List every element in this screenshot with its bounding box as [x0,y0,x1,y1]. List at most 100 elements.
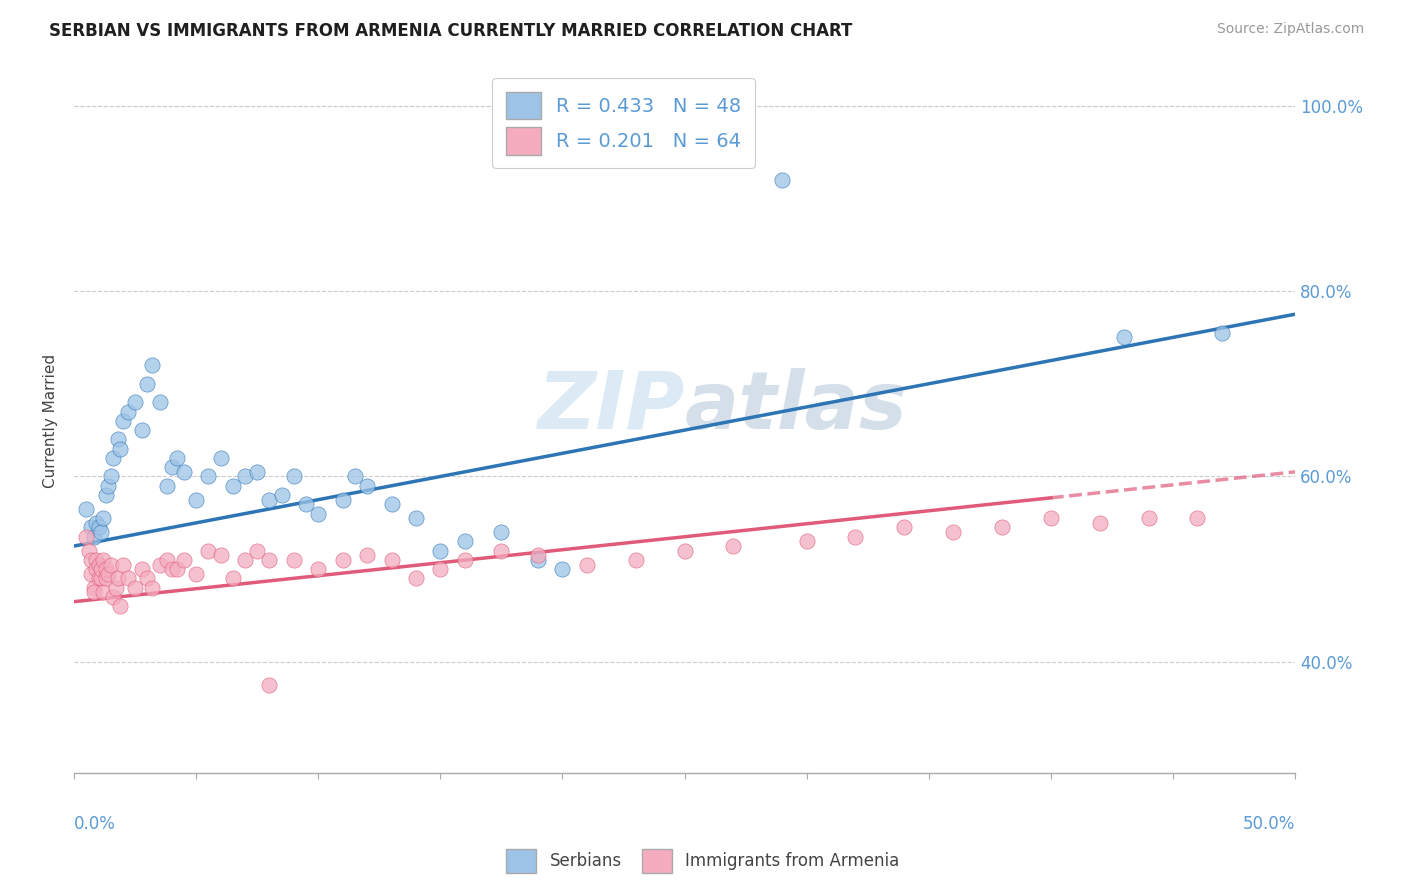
Point [148,395,170,409]
Point [173,553,195,567]
Point [90,572,112,586]
Text: SERBIAN VS IMMIGRANTS FROM ARMENIA CURRENTLY MARRIED CORRELATION CHART: SERBIAN VS IMMIGRANTS FROM ARMENIA CURRE… [49,22,852,40]
Point [893,520,915,534]
Point [93,511,115,525]
Point [84,553,107,567]
Point [166,450,188,465]
Point [160,562,183,576]
Point [104,581,127,595]
Point [197,469,219,483]
Point [84,516,107,530]
Point [80,553,103,567]
Point [100,558,122,572]
Point [551,562,574,576]
Point [222,479,245,493]
Point [186,492,208,507]
Point [124,581,146,595]
Point [844,530,866,544]
Point [270,488,292,502]
Point [136,376,159,391]
Point [173,465,195,479]
Point [83,581,105,595]
Point [246,543,269,558]
Point [356,549,378,563]
Point [233,469,256,483]
Point [93,585,115,599]
Point [131,562,153,576]
Point [380,497,402,511]
Point [307,507,329,521]
Point [1039,511,1062,525]
Point [723,539,745,553]
Point [673,543,696,558]
Text: atlas: atlas [685,368,907,446]
Point [148,558,170,572]
Point [295,497,318,511]
Point [1088,516,1111,530]
Point [527,549,550,563]
Point [527,553,550,567]
Point [111,414,134,428]
Point [166,562,188,576]
Point [1211,326,1233,340]
Point [332,553,354,567]
Point [259,678,281,692]
Point [80,566,103,581]
Point [454,553,477,567]
Point [94,488,117,502]
Point [110,599,132,614]
Point [80,520,103,534]
Text: 50.0%: 50.0% [1243,815,1295,833]
Point [429,562,451,576]
Point [90,562,112,576]
Point [93,553,115,567]
Point [141,358,163,372]
Point [1137,511,1160,525]
Point [83,530,105,544]
Point [246,465,269,479]
Legend: Serbians, Immigrants from Armenia: Serbians, Immigrants from Armenia [499,842,907,880]
Point [160,460,183,475]
Point [90,525,112,540]
Text: ZIP: ZIP [537,368,685,446]
Point [84,562,107,576]
Text: Source: ZipAtlas.com: Source: ZipAtlas.com [1216,22,1364,37]
Point [75,502,97,516]
Point [454,534,477,549]
Point [283,469,305,483]
Point [87,520,110,534]
Point [942,525,965,540]
Point [307,562,329,576]
Point [991,520,1014,534]
Point [107,572,129,586]
Point [380,553,402,567]
Point [94,572,117,586]
Point [110,442,132,456]
Point [83,585,105,599]
Point [405,511,427,525]
Legend: R = 0.433   N = 48, R = 0.201   N = 64: R = 0.433 N = 48, R = 0.201 N = 64 [492,78,755,169]
Point [356,479,378,493]
Point [233,553,256,567]
Y-axis label: Currently Married: Currently Married [44,354,58,488]
Point [111,558,134,572]
Point [101,450,124,465]
Point [141,581,163,595]
Point [209,549,232,563]
Point [186,566,208,581]
Point [94,562,117,576]
Point [624,553,647,567]
Point [405,572,427,586]
Point [77,543,100,558]
Point [156,553,179,567]
Point [575,558,598,572]
Point [332,492,354,507]
Point [87,572,110,586]
Point [97,566,120,581]
Point [117,572,139,586]
Point [491,543,513,558]
Point [107,433,129,447]
Point [75,530,97,544]
Point [796,534,818,549]
Point [429,543,451,558]
